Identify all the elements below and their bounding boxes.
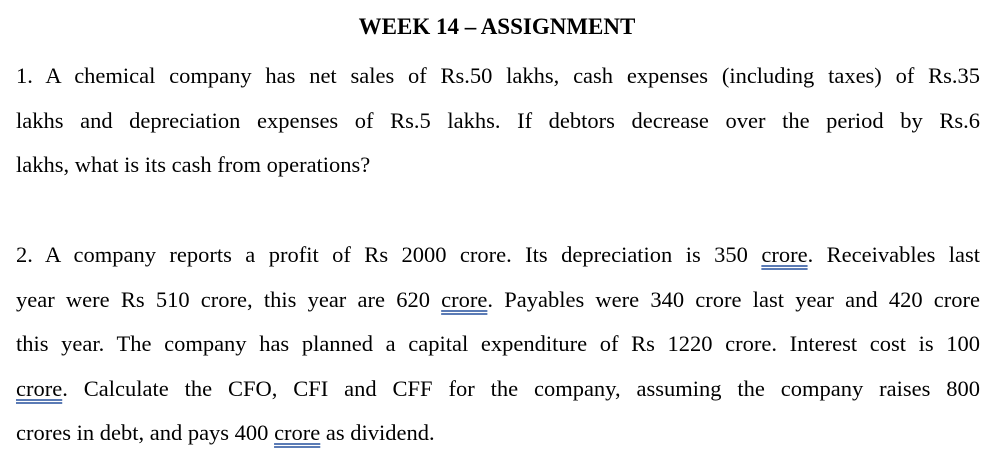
question-2-text: . Calculate the CFO, CFI and CFF for the… <box>62 375 980 401</box>
question-2-line: year were Rs 510 crore, this year are 62… <box>16 278 980 323</box>
question-2-line: crore. Calculate the CFO, CFI and CFF fo… <box>16 367 980 412</box>
question-2-text: year were Rs 510 crore, this year are 62… <box>16 286 442 312</box>
question-2: 2. A company reports a profit of Rs 2000… <box>16 233 980 456</box>
question-2-text: crores in debt, and pays 400 <box>16 420 275 445</box>
question-1-line: lakhs, what is its cash from operations? <box>16 152 371 177</box>
question-2-line: this year. The company has planned a cap… <box>16 331 980 356</box>
question-2-line: crores in debt, and pays 400 crore as di… <box>16 411 980 456</box>
question-2-text: . Receivables last <box>807 242 981 267</box>
question-1-line: 1. A chemical company has net sales of R… <box>16 63 980 88</box>
question-2-text: 2. A company reports a profit of Rs 2000… <box>16 242 762 267</box>
spellcheck-word: crore <box>274 420 321 445</box>
page-title: WEEK 14 – ASSIGNMENT <box>358 14 636 39</box>
question-1-line: lakhs and depreciation expenses of Rs.5 … <box>16 107 980 133</box>
spellcheck-word: crore <box>441 286 488 312</box>
spellcheck-word: crore <box>16 375 63 401</box>
question-2-text: . Payables were 340 crore last year and … <box>487 286 980 312</box>
spellcheck-word: crore <box>761 242 808 267</box>
question-2-line: 2. A company reports a profit of Rs 2000… <box>16 233 980 278</box>
question-1: 1. A chemical company has net sales of R… <box>16 54 980 188</box>
question-2-text: as dividend. <box>320 420 435 445</box>
